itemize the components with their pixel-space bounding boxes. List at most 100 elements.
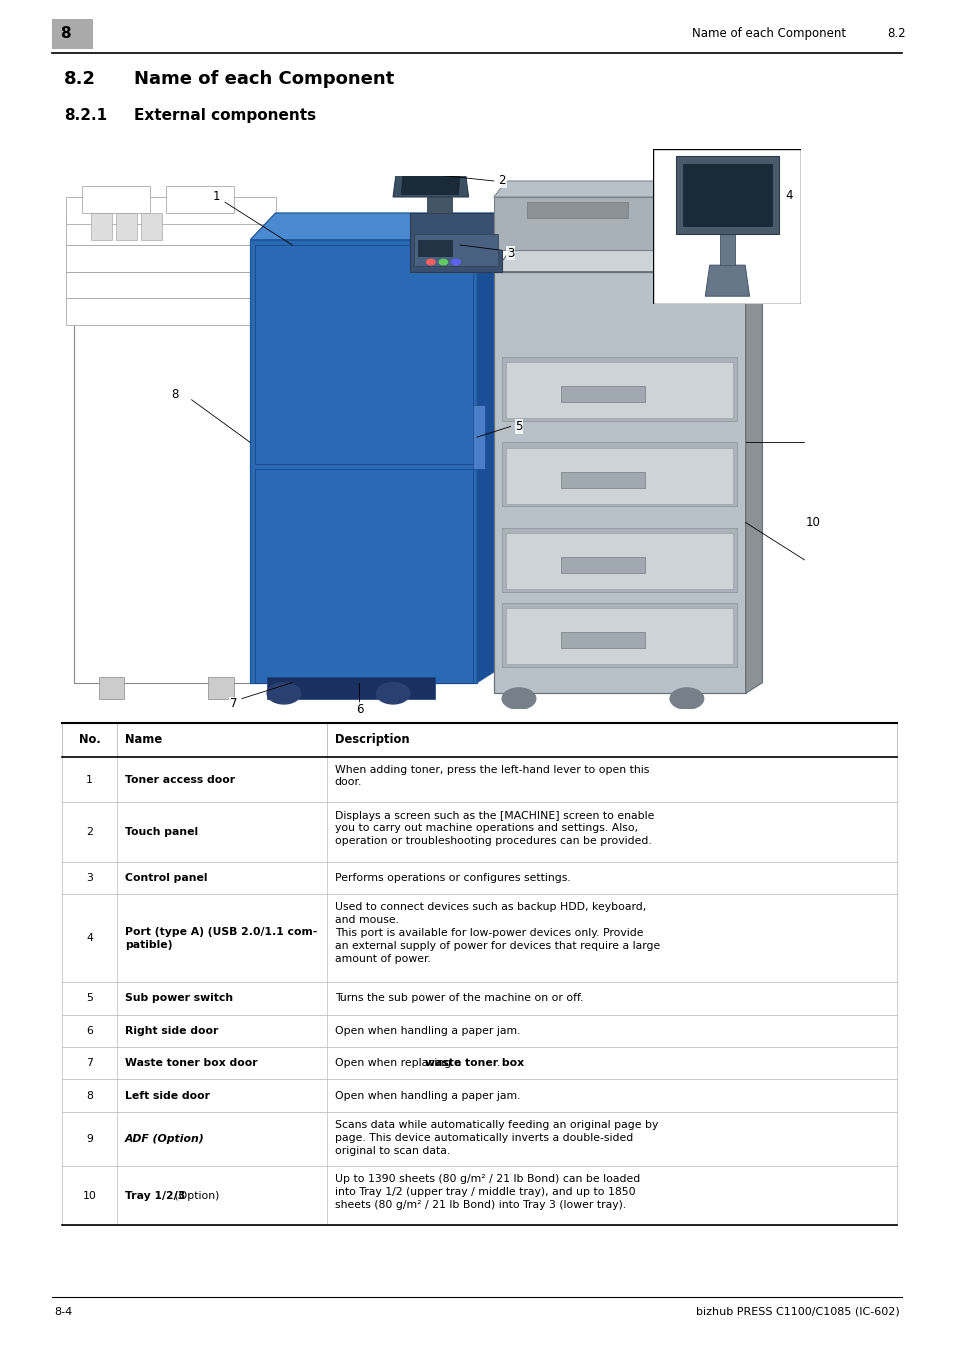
Text: 10: 10: [804, 516, 820, 530]
Point: [56, 1006, 68, 1023]
FancyBboxPatch shape: [62, 1015, 896, 1047]
Circle shape: [501, 688, 536, 709]
Point: [112, 1158, 123, 1174]
Point: [286, 674, 297, 690]
Point: [321, 854, 333, 870]
Polygon shape: [410, 213, 501, 272]
Bar: [506, 447, 732, 504]
Polygon shape: [66, 272, 275, 299]
Point: [488, 173, 499, 189]
Bar: [208, 677, 233, 698]
Text: Toner access door: Toner access door: [125, 774, 234, 785]
Text: 9: 9: [86, 1133, 93, 1144]
Text: Control panel: Control panel: [125, 873, 207, 884]
Text: 3: 3: [506, 246, 514, 259]
FancyBboxPatch shape: [62, 802, 896, 862]
Circle shape: [267, 682, 300, 704]
Point: [219, 195, 231, 211]
Point: [354, 696, 365, 712]
Point: [112, 974, 123, 990]
Text: Tray 1/2/3: Tray 1/2/3: [125, 1190, 185, 1201]
Point: [890, 974, 902, 990]
Text: Name: Name: [125, 734, 162, 746]
Text: 4: 4: [785, 189, 793, 201]
Point: [236, 690, 248, 707]
Point: [56, 1071, 68, 1088]
Point: [112, 1104, 123, 1120]
Point: [321, 886, 333, 902]
Point: [56, 1071, 68, 1088]
Point: [112, 1006, 123, 1023]
Point: [112, 1158, 123, 1174]
Point: [112, 1071, 123, 1088]
Point: [321, 1104, 333, 1120]
Bar: [560, 471, 644, 488]
Point: [454, 236, 465, 253]
FancyBboxPatch shape: [62, 757, 896, 802]
Text: Name of each Component: Name of each Component: [691, 27, 845, 41]
Text: 5: 5: [86, 993, 93, 1004]
Text: When adding toner, press the left-hand lever to open this
door.: When adding toner, press the left-hand l…: [335, 765, 649, 788]
Point: [56, 886, 68, 902]
Point: [321, 1071, 333, 1088]
Line: 2 pts: 2 pts: [661, 219, 779, 230]
Point: [112, 715, 123, 731]
Polygon shape: [401, 169, 459, 195]
Line: 2 pts: 2 pts: [476, 427, 510, 438]
Bar: [414, 234, 497, 266]
Point: [112, 974, 123, 990]
Bar: [506, 534, 732, 589]
Point: [56, 1158, 68, 1174]
Text: 5: 5: [515, 420, 522, 432]
Text: 8-4: 8-4: [54, 1306, 72, 1317]
Text: External components: External components: [133, 108, 315, 123]
Point: [56, 794, 68, 811]
Polygon shape: [250, 239, 476, 682]
Point: [321, 748, 333, 765]
Point: [321, 1104, 333, 1120]
Point: [890, 1217, 902, 1233]
Polygon shape: [745, 250, 761, 693]
FancyBboxPatch shape: [62, 1079, 896, 1112]
Line: 2 pts: 2 pts: [242, 682, 292, 698]
Point: [56, 715, 68, 731]
Point: [890, 794, 902, 811]
Point: [56, 1039, 68, 1055]
Point: [321, 1006, 333, 1023]
Point: [286, 236, 297, 253]
FancyBboxPatch shape: [62, 723, 896, 757]
Text: 3: 3: [86, 873, 93, 884]
Text: bizhub PRESS C1100/C1085 (IC-602): bizhub PRESS C1100/C1085 (IC-602): [695, 1306, 899, 1317]
Point: [321, 886, 333, 902]
FancyBboxPatch shape: [62, 894, 896, 982]
Text: 8.2.1: 8.2.1: [64, 108, 107, 123]
Point: [112, 854, 123, 870]
Line: 2 pts: 2 pts: [443, 176, 494, 181]
Point: [890, 1104, 902, 1120]
Point: [471, 430, 482, 446]
Bar: [116, 213, 137, 239]
Text: Open when replacing a: Open when replacing a: [335, 1058, 464, 1069]
Point: [56, 794, 68, 811]
Line: 2 pts: 2 pts: [225, 203, 292, 245]
Point: [890, 748, 902, 765]
Point: [112, 886, 123, 902]
Text: 7: 7: [86, 1058, 93, 1069]
FancyBboxPatch shape: [653, 149, 801, 304]
Polygon shape: [494, 250, 761, 272]
Point: [321, 1158, 333, 1174]
Line: 2 pts: 2 pts: [459, 245, 501, 250]
Point: [112, 1217, 123, 1233]
Bar: [254, 245, 473, 463]
Text: waste toner box: waste toner box: [425, 1058, 524, 1069]
Point: [321, 974, 333, 990]
Point: [890, 974, 902, 990]
Polygon shape: [661, 181, 674, 250]
Point: [890, 794, 902, 811]
Point: [112, 886, 123, 902]
Text: 8: 8: [86, 1090, 93, 1101]
Text: Waste toner box door: Waste toner box door: [125, 1058, 257, 1069]
Polygon shape: [393, 165, 468, 197]
Point: [112, 1039, 123, 1055]
Point: [354, 674, 365, 690]
